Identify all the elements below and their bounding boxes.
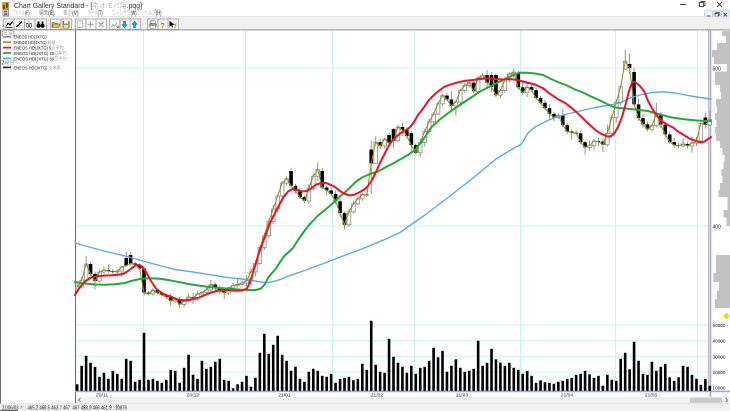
svg-text:21/06/03: 21/06/03 [2,405,20,411]
svg-text:Chart Gallery Standard - [: Chart Gallery Standard - [ [14,3,92,10]
svg-text:400: 400 [713,224,722,230]
svg-text:20/12: 20/12 [187,392,200,398]
svg-text:(F): (F) [25,10,29,17]
svg-text:ENEOS HD(JXTG): ENEOS HD(JXTG) [14,35,47,41]
svg-text:40000: 40000 [713,339,726,344]
svg-text:ENEOS HD(JXTG) 60: ENEOS HD(JXTG) 60 [14,56,55,62]
svg-text:21/03: 21/03 [456,392,469,398]
svg-text:ENEOS HD(JXTG): ENEOS HD(JXTG) [14,65,49,71]
svg-text:00: 00 [26,23,33,29]
svg-text:(T): (T) [98,10,102,17]
svg-text:?: ? [173,24,177,30]
svg-text:(E): (E) [48,10,54,17]
svg-text:30000: 30000 [713,354,726,359]
svg-text:: 465.2 468.5 463.7 467 467 4: : 465.2 468.5 463.7 467 467 458.9 466 46… [24,405,127,411]
svg-text:10000: 10000 [713,386,726,391]
svg-text:21/01: 21/01 [278,392,291,398]
svg-text:(W): (W) [131,10,137,17]
svg-text:(V): (V) [72,10,78,17]
svg-text:ENEOS HD(JXTG) 5: ENEOS HD(JXTG) 5 [14,46,52,52]
svg-text:21/02: 21/02 [371,392,384,398]
svg-text:50000: 50000 [713,323,726,328]
svg-text:ENEOS HD(JXTG): ENEOS HD(JXTG) [14,40,48,46]
svg-text:21/05: 21/05 [645,392,658,398]
svg-text:(H): (H) [156,10,162,17]
svg-text:[: [ [2,31,4,37]
svg-text:21/04: 21/04 [561,392,574,398]
svg-text:20/11: 20/11 [96,392,109,398]
svg-text:?: ? [160,21,165,30]
svg-text:.pqg]: .pqg] [127,3,142,10]
svg-text:2: 2 [2,60,5,66]
svg-text:ENEOS HD(JXTG) 20: ENEOS HD(JXTG) 20 [14,51,55,57]
svg-text:20000: 20000 [713,370,726,375]
svg-text:]: ] [13,31,15,37]
svg-text:500: 500 [713,66,722,72]
